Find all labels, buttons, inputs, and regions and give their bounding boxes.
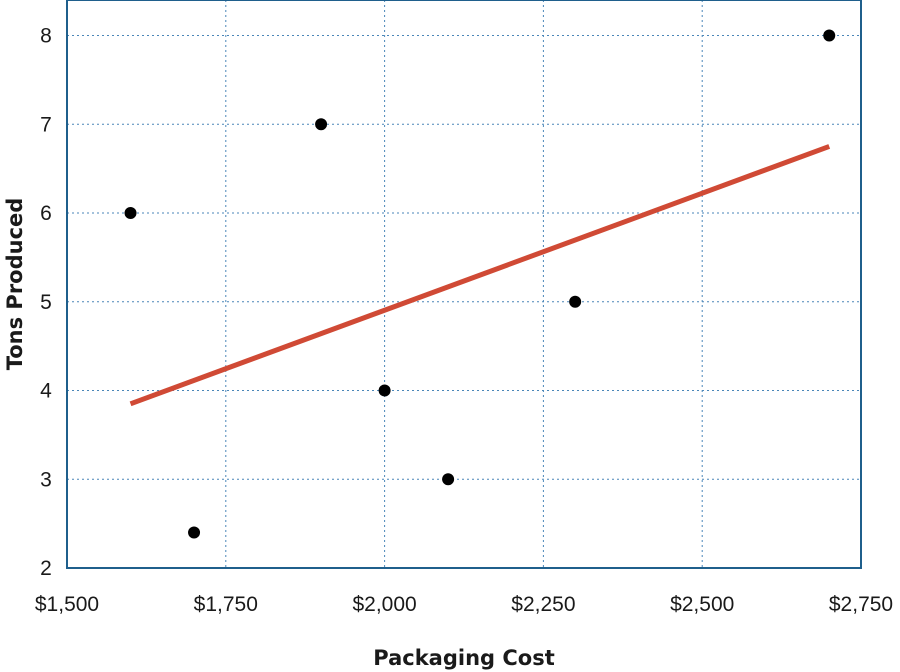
y-tick-label: 3 [40,468,52,491]
x-axis-title: Packaging Cost [373,646,554,670]
y-tick-label: 8 [40,25,52,48]
x-tick-label: $1,500 [35,593,99,616]
data-point [378,384,391,397]
data-point [124,207,137,219]
x-tick-label: $2,250 [511,593,575,616]
y-tick-label: 2 [40,557,52,580]
data-point [442,473,455,486]
y-tick-label: 6 [40,202,52,225]
data-point [315,118,328,131]
data-points [124,29,836,539]
plot-area-frame [66,0,862,569]
y-tick-label: 5 [40,291,52,314]
y-axis-title: Tons Produced [3,198,27,371]
y-tick-label: 7 [40,113,52,136]
trend-line-group [129,144,831,407]
data-point [569,295,582,308]
y-tick-label: 4 [40,380,52,403]
x-tick-label: $2,000 [352,593,416,616]
data-point [823,29,836,42]
data-point [188,526,201,539]
grid-lines [67,0,861,568]
x-tick-label: $2,750 [829,593,893,616]
x-axis-ticks: $1,500 $1,750 $2,000 $2,250 $2,500 $2,750 [35,593,893,616]
x-tick-label: $2,500 [670,593,734,616]
x-tick-label: $1,750 [194,593,258,616]
y-axis-ticks: 2 3 4 5 6 7 8 [40,25,52,581]
trend-line [129,144,831,407]
